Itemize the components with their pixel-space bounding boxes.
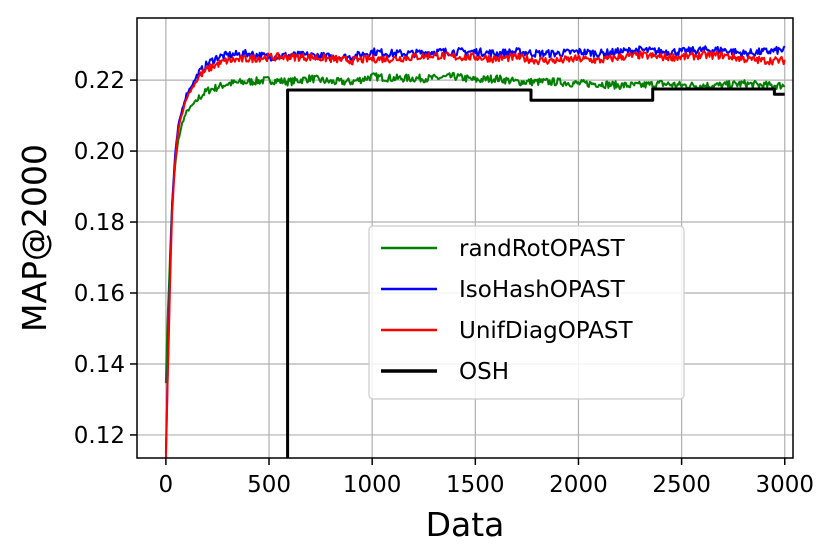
x-tick-label: 1500 — [446, 472, 505, 498]
y-axis-title: MAP@2000 — [15, 144, 54, 332]
x-tick-label: 3000 — [755, 472, 814, 498]
legend-box — [368, 225, 685, 400]
x-tick-label: 500 — [247, 472, 291, 498]
legend: randRotOPAST IsoHashOPAST UnifDiagOPAST OSH — [368, 225, 685, 400]
series-line-unifdiagopast — [164, 50, 786, 458]
plot-frame — [136, 17, 794, 459]
series-layer — [164, 45, 786, 458]
y-tick-label: 0.12 — [74, 423, 125, 449]
legend-label: randRotOPAST — [459, 236, 626, 262]
legend-label: OSH — [459, 359, 509, 385]
legend-label: IsoHashOPAST — [459, 277, 626, 303]
y-tick-label: 0.14 — [74, 352, 125, 378]
y-tick-label: 0.20 — [74, 139, 125, 165]
x-axis-title: Data — [426, 505, 505, 544]
legend-label: UnifDiagOPAST — [459, 318, 634, 344]
y-tick-label: 0.18 — [74, 210, 125, 236]
series-line-randrotopast — [164, 71, 786, 384]
x-tick-label: 1000 — [343, 472, 402, 498]
x-tick-label: 2000 — [549, 472, 608, 498]
x-tick-label: 2500 — [652, 472, 711, 498]
y-tick-label: 0.22 — [74, 68, 125, 94]
y-tick-label: 0.16 — [74, 281, 125, 307]
x-tick-label: 0 — [159, 472, 174, 498]
series-line-osh — [286, 87, 785, 458]
axis-ticks: 0 500 1000 1500 2000 2500 3000 0.12 0.14 0.16 0.18… — [74, 68, 814, 498]
